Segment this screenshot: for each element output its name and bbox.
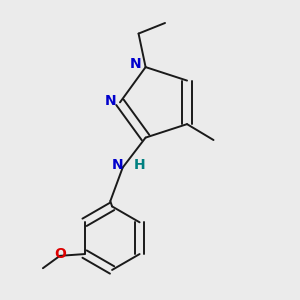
- Text: N: N: [130, 57, 142, 71]
- Text: O: O: [54, 247, 66, 261]
- Text: N: N: [112, 158, 123, 172]
- Text: H: H: [134, 158, 146, 172]
- Text: N: N: [104, 94, 116, 108]
